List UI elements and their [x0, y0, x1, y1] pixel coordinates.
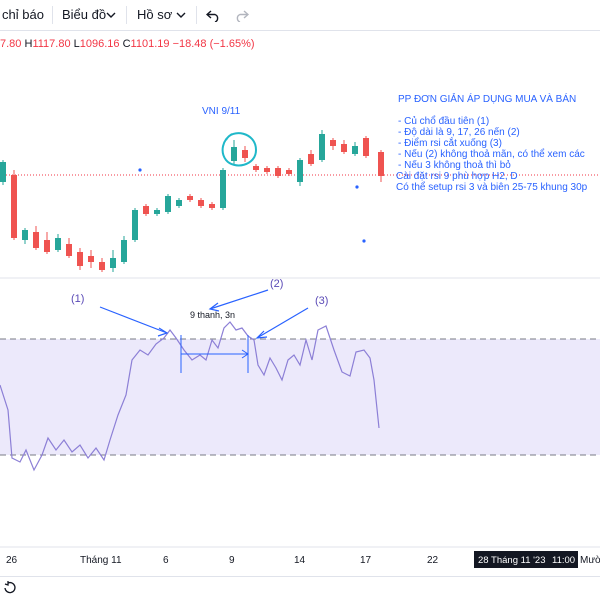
candle-body: [209, 204, 215, 208]
crosshair-time-label: [474, 551, 578, 568]
time-tick: 9: [229, 555, 235, 566]
marker-2: (2): [270, 278, 283, 290]
redo-icon[interactable]: [235, 8, 249, 22]
close-value: 1101.19: [130, 38, 170, 50]
candle-body: [198, 200, 204, 206]
high-key: H: [24, 38, 33, 50]
candle-body: [242, 150, 248, 158]
toolbar-divider: [126, 6, 127, 24]
open-value: 7.80: [0, 38, 22, 50]
arrow-1: [99, 306, 168, 334]
candle-body: [99, 262, 105, 270]
undo-icon[interactable]: [206, 8, 220, 22]
time-tick: 6: [163, 555, 169, 566]
notes-line: - Điểm rsi cắt xuống (3): [398, 136, 502, 149]
candle-body: [330, 140, 336, 146]
candle-body: [44, 240, 50, 252]
toolbar-divider: [52, 6, 53, 24]
candle-body: [264, 168, 270, 172]
chart-type-button[interactable]: Biểu đồ: [62, 7, 107, 22]
top-toolbar: chỉ báo Biểu đồ Hồ sơ: [0, 0, 600, 31]
arrow-1-head: [157, 327, 169, 337]
candle-body: [187, 196, 193, 200]
candle-body: [286, 170, 292, 174]
time-tick: 17: [360, 555, 372, 566]
time-tick-partial: Mườ: [580, 555, 600, 566]
marker-3: (3): [315, 295, 328, 307]
candle-body: [297, 160, 303, 182]
close-key: C: [122, 38, 131, 50]
candle-body: [55, 238, 61, 250]
candle-body: [132, 210, 138, 240]
crosshair-time: 11:00: [552, 555, 575, 566]
time-tick: 22: [427, 555, 439, 566]
highlight-circle: [221, 132, 258, 167]
arrow-3: [256, 307, 309, 339]
candle-body: [176, 200, 182, 206]
measure-label: 9 thanh, 3n: [190, 310, 235, 320]
ohlc-legend: 7.80 H1117.80 L1096.16 C1101.19 −18.48 (…: [0, 38, 255, 50]
bottom-bar: [0, 576, 600, 601]
candle-body: [121, 240, 127, 262]
candle-body: [22, 230, 28, 240]
low-value: 1096.16: [79, 38, 120, 50]
candle-body: [231, 147, 237, 161]
arrow-2: [209, 289, 269, 310]
notes-line: - Củ chổ đầu tiên (1): [398, 115, 489, 127]
signal-dot: [362, 239, 366, 243]
signal-dot: [355, 185, 359, 189]
notes-line: - Nếu 3 không thoả thì bỏ: [398, 159, 511, 171]
chevron-down-icon[interactable]: [176, 11, 186, 19]
notes-title: PP ĐƠN GIẢN ÁP DỤNG MUA VÀ BÁN: [398, 92, 576, 105]
candle-body: [308, 154, 314, 164]
candle-body: [319, 134, 325, 160]
rsi-band: [0, 339, 600, 455]
candlesticks: [0, 130, 384, 272]
candle-body: [253, 166, 259, 170]
candle-body: [363, 138, 369, 156]
candle-body: [143, 206, 149, 214]
change-value: −18.48 (−1.65%): [172, 38, 255, 50]
chevron-down-icon[interactable]: [106, 11, 116, 19]
signal-dot: [138, 168, 142, 172]
candle-body: [88, 256, 94, 262]
candle-body: [77, 252, 83, 266]
notes-line: - Nếu (2) không thoả mãn, có thể xem các: [398, 148, 585, 160]
candle-body: [378, 152, 384, 176]
replay-icon[interactable]: [2, 581, 18, 595]
candle-body: [165, 196, 171, 212]
strategy-notes: PP ĐƠN GIẢN ÁP DỤNG MUA VÀ BÁN - Củ chổ …: [396, 92, 588, 193]
notes-line: Cài đặt rsi 9 phù hợp H2, D: [396, 171, 518, 182]
notes-line: - Độ dài là 9, 17, 26 nến (2): [398, 126, 520, 138]
arrow-3-head: [255, 330, 268, 339]
candle-body: [154, 210, 160, 214]
candle-body: [341, 144, 347, 152]
vni-label: VNI 9/11: [202, 106, 241, 117]
candle-body: [275, 168, 281, 176]
crosshair-date: 28 Tháng 11 '23: [478, 555, 546, 566]
time-tick: 14: [294, 555, 306, 566]
profile-button[interactable]: Hồ sơ: [137, 7, 173, 22]
marker-1: (1): [71, 293, 84, 305]
measure-arrowhead: [241, 349, 249, 359]
candle-body: [66, 244, 72, 256]
low-key: L: [73, 38, 80, 50]
notes-line: Có thể setup rsi 3 và biên 25-75 khung 3…: [396, 181, 588, 193]
time-tick: Tháng 11: [80, 555, 122, 566]
candle-body: [33, 232, 39, 248]
chart-canvas[interactable]: VNI 9/11 (1) (2) (3) 9 thanh, 3n PP ĐƠN …: [0, 0, 600, 576]
candle-body: [220, 170, 226, 208]
candle-body: [0, 162, 6, 182]
time-tick: 26: [6, 555, 18, 566]
candle-body: [110, 258, 116, 268]
high-value: 1117.80: [32, 38, 71, 50]
candle-body: [352, 146, 358, 154]
candle-body: [11, 175, 17, 238]
indicators-button[interactable]: chỉ báo: [2, 7, 44, 22]
toolbar-divider: [196, 6, 197, 24]
arrow-2-head: [208, 302, 220, 312]
rsi-line: [0, 321, 380, 472]
time-axis[interactable]: 26 Tháng 11 6 9 14 17 22 Mườ: [6, 555, 600, 566]
